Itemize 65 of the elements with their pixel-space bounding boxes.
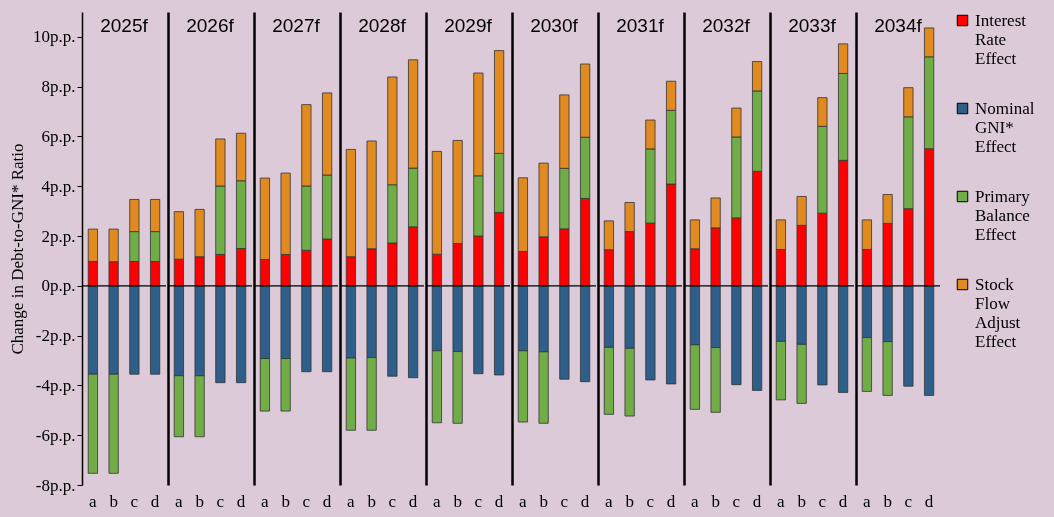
x-tick-label: d <box>322 491 332 511</box>
x-tick-label: c <box>904 491 913 511</box>
x-tick-label: b <box>539 491 548 511</box>
chart-title: 2033f <box>788 15 837 36</box>
x-tick-label: b <box>367 491 376 511</box>
x-tick-label: b <box>109 491 118 511</box>
x-tick-label: a <box>433 491 442 511</box>
x-tick-label: a <box>777 491 786 511</box>
x-tick-label: b <box>453 491 462 511</box>
x-tick-label: d <box>494 491 504 511</box>
x-tick-label: c <box>560 491 569 511</box>
x-tick-label: c <box>732 491 741 511</box>
legend-label: Primary Balance Effect <box>975 186 1031 244</box>
x-tick-label: d <box>150 491 160 511</box>
legend-label: Nominal GNI* Effect <box>975 98 1035 156</box>
y-tick-label: 0p.p. <box>41 276 76 296</box>
y-tick-label: -2p.p. <box>35 326 76 346</box>
x-tick-label: a <box>89 491 98 511</box>
x-tick-label: b <box>883 491 892 511</box>
x-tick-label: a <box>347 491 356 511</box>
y-tick-label: 8p.p. <box>41 77 76 97</box>
legend-label: Interest Rate Effect <box>975 10 1027 68</box>
chart-title: 2030f <box>530 15 579 36</box>
x-tick-label: c <box>216 491 225 511</box>
y-tick-label: -4p.p. <box>35 375 76 395</box>
y-tick-label: 4p.p. <box>41 176 76 196</box>
x-tick-label: d <box>666 491 676 511</box>
x-tick-label: d <box>752 491 762 511</box>
x-tick-label: a <box>261 491 270 511</box>
x-tick-label: c <box>818 491 827 511</box>
chart-title: 2034f <box>874 15 923 36</box>
x-tick-label: b <box>195 491 204 511</box>
x-tick-label: a <box>863 491 872 511</box>
x-tick-label: d <box>236 491 246 511</box>
chart-title: 2028f <box>358 15 407 36</box>
y-tick-label: 10p.p. <box>33 27 76 47</box>
y-axis-title: Change in Debt-to-GNI* Ratio <box>8 143 27 355</box>
chart-title: 2029f <box>444 15 493 36</box>
x-tick-label: a <box>691 491 700 511</box>
x-tick-label: c <box>388 491 397 511</box>
x-tick-label: d <box>838 491 848 511</box>
x-tick-label: a <box>175 491 184 511</box>
x-tick-label: b <box>281 491 290 511</box>
x-tick-label: b <box>797 491 806 511</box>
chart-title: 2026f <box>186 15 235 36</box>
chart-title: 2025f <box>100 15 149 36</box>
x-tick-label: b <box>711 491 720 511</box>
x-tick-label: a <box>519 491 528 511</box>
chart-title: 2027f <box>272 15 321 36</box>
x-tick-label: c <box>130 491 139 511</box>
x-tick-label: c <box>646 491 655 511</box>
x-tick-label: b <box>625 491 634 511</box>
y-tick-label: -8p.p. <box>35 475 76 495</box>
x-tick-label: d <box>580 491 590 511</box>
chart-title: 2032f <box>702 15 751 36</box>
y-tick-label: 2p.p. <box>41 226 76 246</box>
chart-title: 2031f <box>616 15 665 36</box>
y-tick-label: 6p.p. <box>41 126 76 146</box>
legend-label: Stock Flow Adjust Effect <box>975 274 1021 351</box>
x-tick-label: c <box>474 491 483 511</box>
x-tick-label: a <box>605 491 614 511</box>
y-tick-label: -6p.p. <box>35 425 76 445</box>
x-tick-label: d <box>924 491 934 511</box>
x-tick-label: c <box>302 491 311 511</box>
x-tick-label: d <box>408 491 418 511</box>
